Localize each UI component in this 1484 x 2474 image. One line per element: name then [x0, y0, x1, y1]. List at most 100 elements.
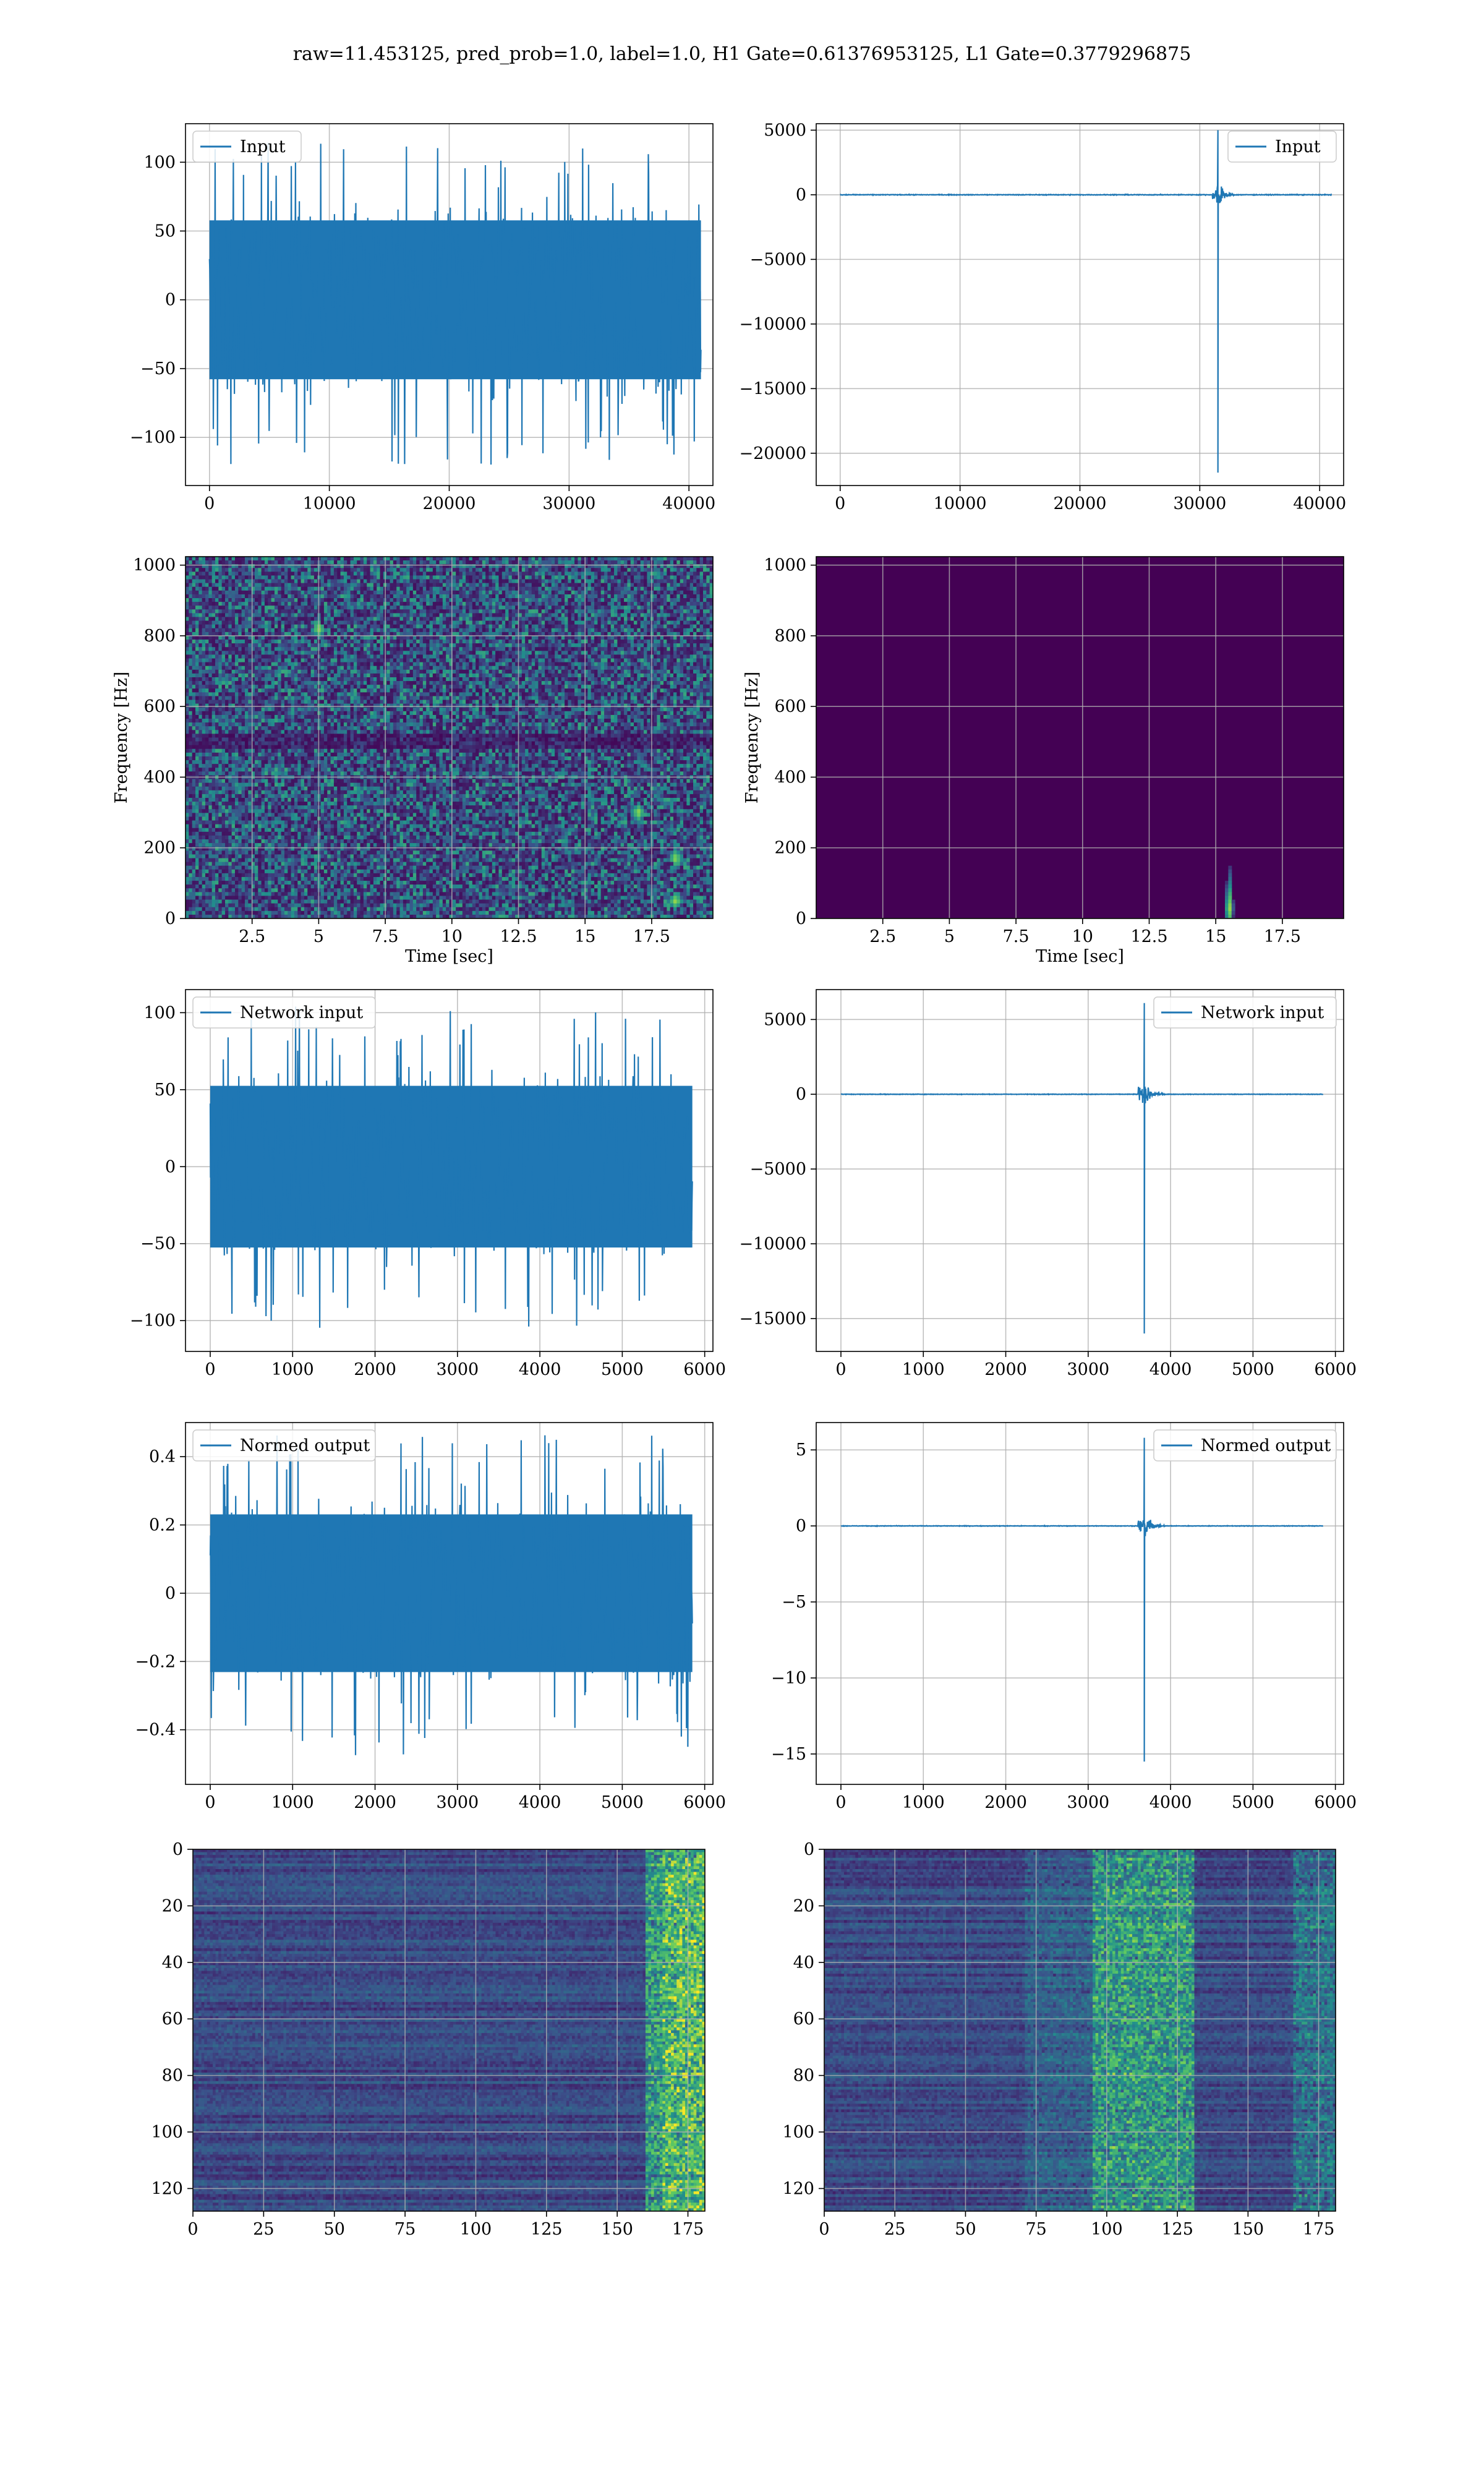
x-tick-label: 5: [313, 927, 324, 946]
y-tick-label: 0: [796, 1085, 806, 1104]
x-tick-label: 25: [253, 2220, 274, 2239]
heatmap-cells: [824, 1849, 1336, 2212]
grid-lines: [816, 124, 1344, 486]
y-tick-label: 600: [774, 697, 806, 716]
legend: Normed output: [193, 1430, 375, 1461]
x-tick-label: 75: [1025, 2220, 1046, 2239]
x-tick-label: 20000: [1054, 494, 1107, 513]
x-tick-label: 0: [835, 1360, 846, 1379]
y-tick-label: −5: [782, 1593, 806, 1612]
y-tick-label: 60: [793, 2010, 814, 2029]
y-tick-label: 600: [143, 697, 176, 716]
heatmap-cells: [816, 557, 1344, 919]
axes-frame: [816, 1423, 1344, 1784]
series-line: [210, 1436, 693, 1755]
x-tick-label: 5000: [601, 1793, 644, 1812]
y-tick-label: 120: [782, 2179, 814, 2198]
y-tick-label: −10000: [739, 1235, 806, 1254]
x-tick-label: 7.5: [372, 927, 399, 946]
chart-panel-2: 0 10000 20000 30000 40000−20000−15000−10000−…: [739, 121, 1346, 513]
x-tick-label: 1000: [271, 1360, 314, 1379]
x-tick-label: 150: [1232, 2220, 1264, 2239]
y-tick-label: 40: [793, 1953, 814, 1972]
x-tick-label: 20000: [423, 494, 476, 513]
x-tick-label: 2000: [984, 1360, 1027, 1379]
x-tick-label: 5000: [1232, 1793, 1274, 1812]
y-tick-label: 0: [796, 186, 806, 205]
y-tick-label: 50: [155, 1081, 176, 1100]
x-tick-label: 175: [1303, 2220, 1335, 2239]
y-tick-label: −15000: [739, 379, 806, 398]
grid-lines: [816, 1423, 1344, 1784]
x-tick-label: 4000: [519, 1793, 561, 1812]
y-tick-label: 40: [162, 1953, 183, 1972]
chart-panel-3: 2.5 5 7.5 10 12.5 15 17.502004006008001000Time…: [112, 556, 714, 966]
plot-area: [186, 990, 713, 1351]
legend-label: Network input: [1201, 1003, 1324, 1022]
x-tick-label: 150: [601, 2220, 633, 2239]
y-axis-label: Frequency [Hz]: [112, 672, 131, 803]
y-tick-label: 100: [143, 153, 176, 172]
plot-area: [186, 1423, 713, 1784]
x-tick-label: 2000: [984, 1793, 1027, 1812]
x-tick-label: 2000: [354, 1793, 396, 1812]
y-tick-label: 80: [793, 2066, 814, 2086]
y-tick-label: 80: [162, 2066, 183, 2086]
x-tick-label: 0: [187, 2220, 198, 2239]
y-tick-label: 0.4: [149, 1447, 176, 1466]
legend: Input: [193, 131, 301, 162]
y-tick-label: 50: [155, 221, 176, 241]
y-tick-label: −0.2: [135, 1652, 176, 1671]
series-line: [210, 1007, 693, 1328]
x-tick-label: 0: [205, 1360, 215, 1379]
y-tick-label: −50: [140, 359, 176, 379]
series-line: [840, 130, 1332, 473]
plot-area: [816, 990, 1344, 1351]
y-tick-label: 0: [165, 909, 176, 928]
chart-panel-4: 2.5 5 7.5 10 12.5 15 17.502004006008001000Time…: [743, 556, 1344, 966]
plot-area: [186, 557, 714, 919]
y-tick-label: −15: [771, 1745, 806, 1764]
legend-label: Input: [1275, 137, 1321, 156]
x-tick-label: 1000: [902, 1360, 945, 1379]
x-tick-label: 40000: [1293, 494, 1346, 513]
x-tick-label: 10: [1072, 927, 1093, 946]
y-tick-label: −5000: [750, 250, 806, 269]
y-tick-label: 20: [162, 1896, 183, 1915]
heatmap-cells: [186, 557, 714, 919]
y-tick-label: 100: [143, 1003, 176, 1022]
x-tick-label: 50: [955, 2220, 976, 2239]
y-tick-label: 0: [796, 909, 806, 928]
y-tick-label: −0.4: [135, 1721, 176, 1740]
x-tick-label: 0: [819, 2220, 829, 2239]
plot-area: [186, 124, 713, 486]
x-tick-label: 0: [835, 494, 845, 513]
x-tick-label: 3000: [436, 1360, 479, 1379]
y-tick-label: −100: [130, 1311, 176, 1330]
x-tick-label: 50: [324, 2220, 345, 2239]
y-tick-label: 60: [162, 2010, 183, 2029]
x-tick-label: 5000: [601, 1360, 644, 1379]
y-tick-label: 0.2: [149, 1516, 176, 1535]
y-tick-label: −20000: [739, 444, 806, 463]
y-tick-label: −10000: [739, 315, 806, 334]
x-tick-label: 15: [1205, 927, 1226, 946]
x-tick-label: 2000: [354, 1360, 396, 1379]
plot-area: [816, 124, 1344, 486]
x-tick-label: 30000: [542, 494, 595, 513]
series-line: [841, 1003, 1323, 1333]
legend-label: Network input: [240, 1003, 363, 1022]
x-tick-label: 6000: [683, 1793, 726, 1812]
y-tick-label: −15000: [739, 1309, 806, 1329]
series-line: [841, 1438, 1323, 1762]
x-tick-label: 3000: [436, 1793, 479, 1812]
y-tick-label: 1000: [133, 556, 176, 575]
y-tick-label: 800: [774, 627, 806, 646]
y-tick-label: 100: [782, 2123, 814, 2142]
x-tick-label: 6000: [1314, 1793, 1357, 1812]
